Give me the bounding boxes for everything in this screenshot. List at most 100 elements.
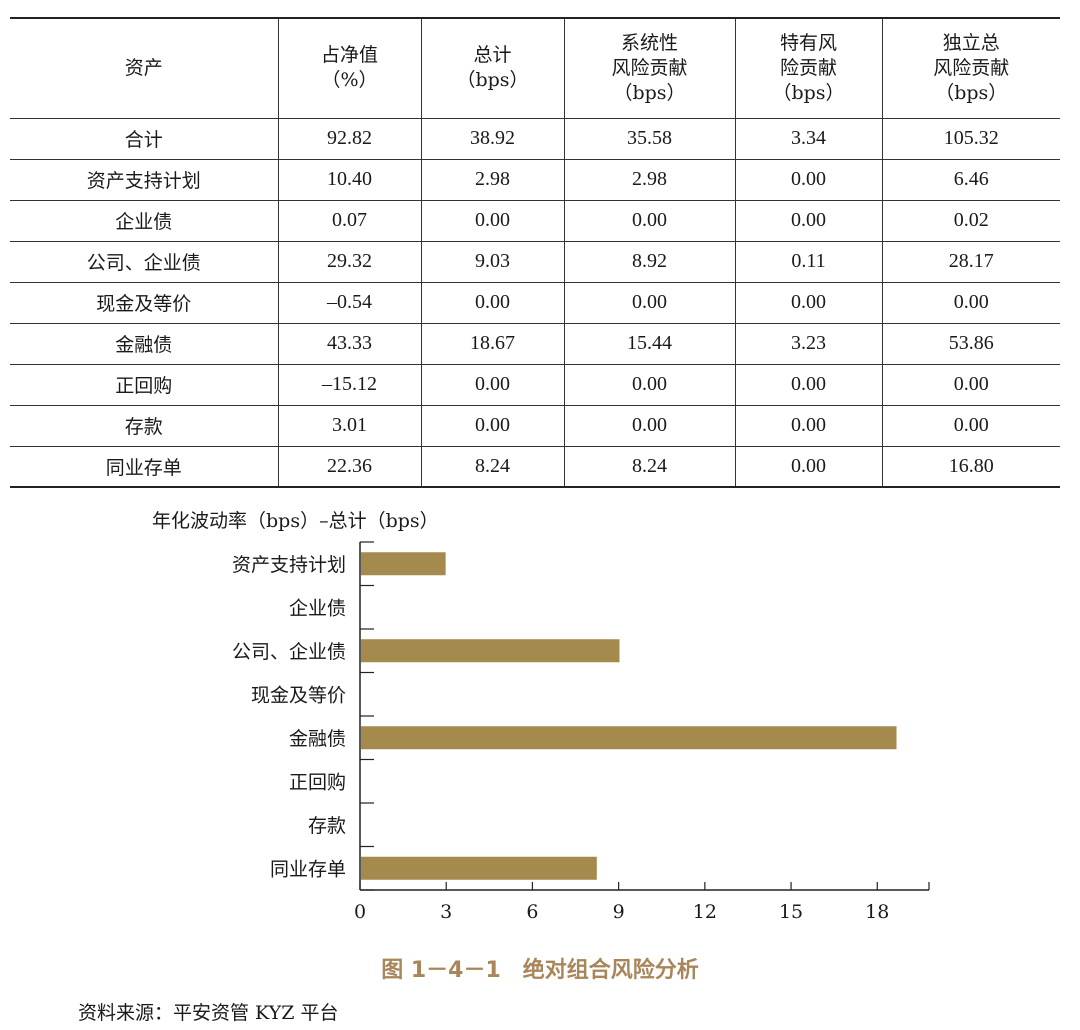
risk-table: 资产 占净值 （%） 总计 （bps） 系统性 风险贡献 （bps） 特有风 险贡献 （bps） 独立… bbox=[10, 17, 1060, 488]
value-cell: 29.32 bbox=[277, 240, 422, 283]
column-header-line: 风险贡献 bbox=[611, 56, 688, 79]
category-label: 存款 bbox=[308, 815, 346, 837]
column-header-line: （bps） bbox=[613, 81, 686, 104]
value-cell: 43.33 bbox=[277, 322, 422, 365]
chart-tick-labels: 0 3 6 9 12 15 18 bbox=[354, 901, 889, 923]
category-label: 同业存单 bbox=[270, 858, 346, 880]
category-label: 正回购 bbox=[289, 771, 346, 793]
source-note: 资料来源：平安资管 KYZ 平台 bbox=[78, 1002, 339, 1024]
value-cell: 0.00 bbox=[420, 404, 565, 447]
value-cell: 0.11 bbox=[734, 240, 883, 283]
value-cell: 0.00 bbox=[734, 281, 883, 324]
value-cell: –15.12 bbox=[277, 363, 422, 406]
asset-name-cell: 现金及等价 bbox=[10, 281, 279, 324]
column-header: 独立总 风险贡献 （bps） bbox=[881, 17, 1060, 119]
column-header-line: 独立总 bbox=[942, 31, 1000, 54]
bar bbox=[361, 726, 897, 750]
table-row: 现金及等价 –0.54 0.00 0.00 0.00 0.00 bbox=[10, 281, 1060, 324]
x-tick-label: 3 bbox=[440, 901, 452, 923]
figure-caption: 图 1－4－1 绝对组合风险分析 bbox=[381, 958, 699, 983]
table-row: 资产支持计划 10.40 2.98 2.98 0.00 6.46 bbox=[10, 158, 1060, 201]
value-cell: 0.00 bbox=[420, 363, 565, 406]
column-header-line: （bps） bbox=[935, 81, 1008, 104]
column-header-line: 占净值 bbox=[320, 44, 378, 67]
value-cell: 0.00 bbox=[563, 281, 736, 324]
value-cell: 3.34 bbox=[734, 117, 883, 160]
value-cell: 16.80 bbox=[881, 445, 1060, 488]
table-body: 合计 92.82 38.92 35.58 3.34 105.32 资产支持计划 10.40 2.… bbox=[10, 117, 1060, 488]
chart-title: 年化波动率（bps）–总计（bps） bbox=[152, 510, 439, 532]
bar-chart: 年化波动率（bps）–总计（bps） 资产支持计划企业债公司、企业债现金及等价金… bbox=[152, 510, 930, 923]
table-row: 金融债 43.33 18.67 15.44 3.23 53.86 bbox=[10, 322, 1060, 365]
value-cell: 53.86 bbox=[881, 322, 1060, 365]
column-header-line: 资产 bbox=[124, 56, 163, 79]
asset-name-cell: 公司、企业债 bbox=[10, 240, 279, 283]
value-cell: 92.82 bbox=[277, 117, 422, 160]
value-cell: 0.00 bbox=[420, 199, 565, 242]
value-cell: 8.92 bbox=[563, 240, 736, 283]
value-cell: –0.54 bbox=[277, 281, 422, 324]
column-header: 特有风 险贡献 （bps） bbox=[734, 17, 883, 119]
asset-name-cell: 合计 bbox=[10, 117, 279, 160]
bar bbox=[361, 552, 446, 576]
column-header-line: （bps） bbox=[772, 81, 845, 104]
column-header-line: 风险贡献 bbox=[933, 56, 1010, 79]
value-cell: 38.92 bbox=[420, 117, 565, 160]
asset-name-cell: 正回购 bbox=[10, 363, 279, 406]
column-header-line: （%） bbox=[321, 69, 378, 92]
table-row: 企业债 0.07 0.00 0.00 0.00 0.02 bbox=[10, 199, 1060, 242]
x-tick-label: 0 bbox=[354, 901, 366, 923]
table-header-row: 资产 占净值 （%） 总计 （bps） 系统性 风险贡献 （bps） 特有风 险贡献 （bps） 独立… bbox=[10, 17, 1060, 119]
value-cell: 0.00 bbox=[734, 363, 883, 406]
value-cell: 35.58 bbox=[563, 117, 736, 160]
column-header: 系统性 风险贡献 （bps） bbox=[563, 17, 736, 119]
column-header-line: 险贡献 bbox=[779, 56, 837, 79]
table-row: 正回购 –15.12 0.00 0.00 0.00 0.00 bbox=[10, 363, 1060, 406]
value-cell: 15.44 bbox=[563, 322, 736, 365]
value-cell: 6.46 bbox=[881, 158, 1060, 201]
value-cell: 0.00 bbox=[734, 199, 883, 242]
x-tick-label: 15 bbox=[779, 901, 803, 923]
value-cell: 3.01 bbox=[277, 404, 422, 447]
category-label: 企业债 bbox=[289, 597, 346, 619]
category-label: 资产支持计划 bbox=[232, 554, 346, 576]
asset-name-cell: 资产支持计划 bbox=[10, 158, 279, 201]
value-cell: 22.36 bbox=[277, 445, 422, 488]
value-cell: 2.98 bbox=[420, 158, 565, 201]
table-row: 公司、企业债 29.32 9.03 8.92 0.11 28.17 bbox=[10, 240, 1060, 283]
table-row: 存款 3.01 0.00 0.00 0.00 0.00 bbox=[10, 404, 1060, 447]
category-label: 金融债 bbox=[289, 728, 346, 750]
asset-name-cell: 同业存单 bbox=[10, 445, 279, 488]
column-header-line: 特有风 bbox=[779, 31, 837, 54]
bar bbox=[361, 639, 620, 663]
column-header-line: （bps） bbox=[456, 69, 529, 92]
value-cell: 3.23 bbox=[734, 322, 883, 365]
value-cell: 28.17 bbox=[881, 240, 1060, 283]
chart-axes bbox=[359, 541, 930, 891]
value-cell: 0.00 bbox=[563, 199, 736, 242]
value-cell: 0.00 bbox=[881, 404, 1060, 447]
value-cell: 0.00 bbox=[881, 363, 1060, 406]
value-cell: 0.07 bbox=[277, 199, 422, 242]
value-cell: 0.00 bbox=[420, 281, 565, 324]
value-cell: 0.00 bbox=[734, 445, 883, 488]
table-row: 同业存单 22.36 8.24 8.24 0.00 16.80 bbox=[10, 445, 1060, 488]
value-cell: 0.00 bbox=[734, 158, 883, 201]
x-tick-label: 12 bbox=[693, 901, 717, 923]
value-cell: 0.00 bbox=[734, 404, 883, 447]
value-cell: 0.02 bbox=[881, 199, 1060, 242]
value-cell: 2.98 bbox=[563, 158, 736, 201]
x-tick-label: 9 bbox=[613, 901, 625, 923]
value-cell: 9.03 bbox=[420, 240, 565, 283]
value-cell: 0.00 bbox=[563, 404, 736, 447]
x-tick-label: 18 bbox=[865, 901, 889, 923]
asset-name-cell: 金融债 bbox=[10, 322, 279, 365]
value-cell: 10.40 bbox=[277, 158, 422, 201]
value-cell: 8.24 bbox=[563, 445, 736, 488]
category-label: 公司、企业债 bbox=[232, 641, 346, 663]
value-cell: 18.67 bbox=[420, 322, 565, 365]
value-cell: 0.00 bbox=[563, 363, 736, 406]
value-cell: 0.00 bbox=[881, 281, 1060, 324]
column-header: 资产 bbox=[10, 17, 279, 119]
